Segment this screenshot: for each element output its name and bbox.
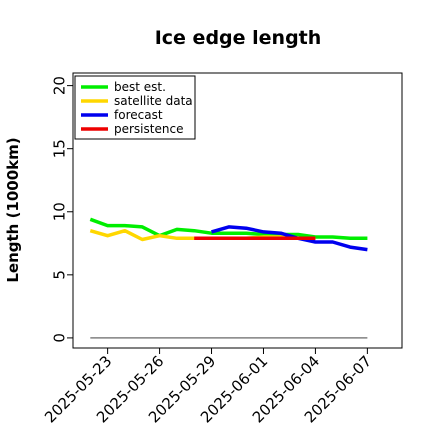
series-layer bbox=[89, 217, 368, 252]
legend-label-persistence: persistence bbox=[114, 122, 183, 136]
y-tick-label: 5 bbox=[50, 270, 68, 280]
series-line-forecast bbox=[211, 225, 368, 252]
legend-label-satellite-data: satellite data bbox=[114, 94, 193, 108]
y-tick-label: 15 bbox=[50, 139, 68, 158]
y-tick-label: 0 bbox=[50, 333, 68, 343]
legend-label-forecast: forecast bbox=[114, 108, 163, 122]
chart-title: Ice edge length bbox=[155, 27, 322, 49]
y-axis-label: Length (1000km) bbox=[4, 137, 22, 282]
legend: best est.satellite dataforecastpersisten… bbox=[74, 75, 196, 140]
plot-frame bbox=[72, 72, 403, 349]
legend-label-best-est: best est. bbox=[114, 80, 166, 94]
y-tick-label: 20 bbox=[50, 76, 68, 95]
x-axis: 2025-05-232025-05-262025-05-292025-06-01… bbox=[41, 348, 375, 426]
y-tick-label: 10 bbox=[50, 202, 68, 221]
series-line-best-est bbox=[89, 217, 368, 241]
y-axis: 0 5 10 15 20 bbox=[50, 76, 73, 343]
